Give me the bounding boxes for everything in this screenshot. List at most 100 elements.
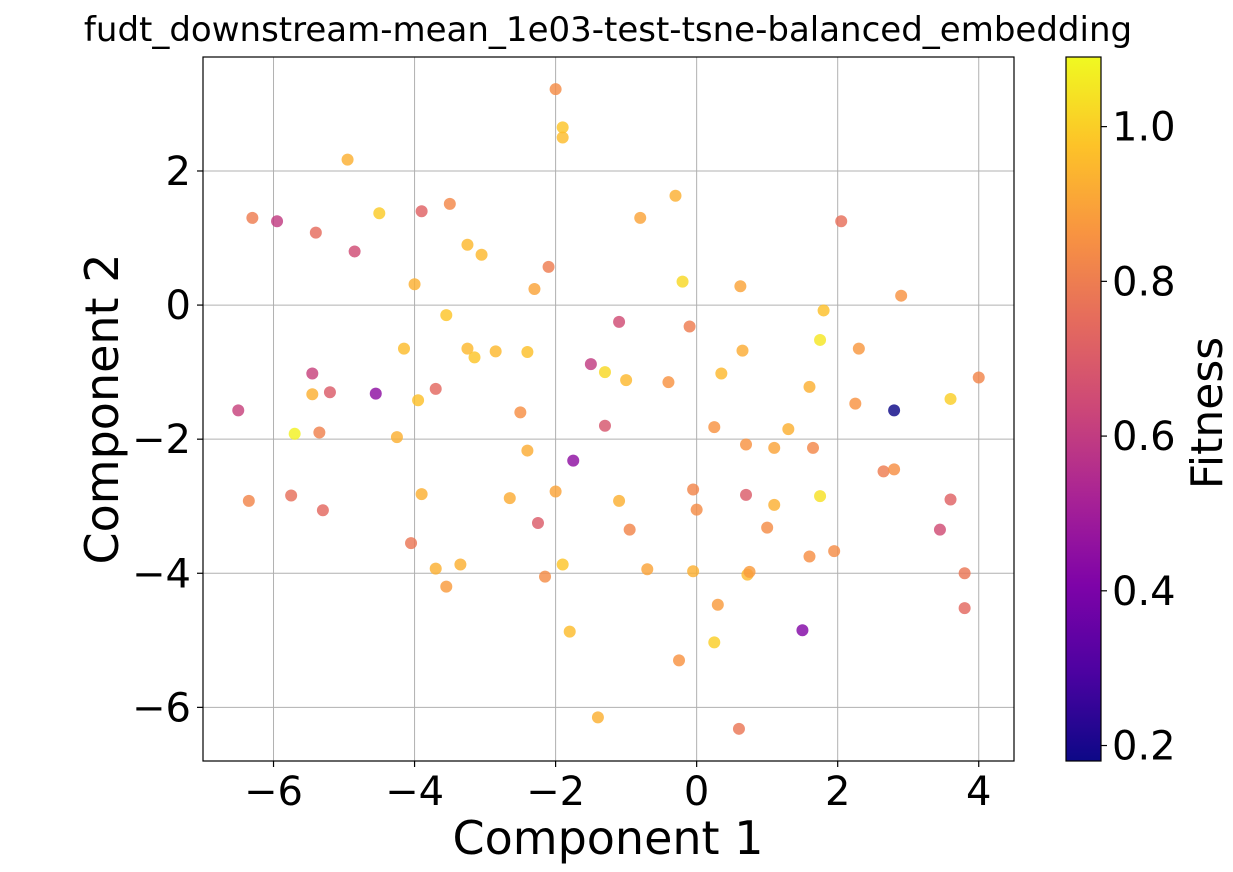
data-point	[563, 625, 576, 638]
data-point	[711, 598, 724, 611]
colorbar-ticks: 0.2 0.4 0.6 0.8 1.0	[1101, 105, 1176, 770]
colorbar-label: Fitness	[1182, 337, 1233, 489]
data-point	[503, 492, 516, 505]
data-point	[641, 563, 654, 576]
colorbar-tick-label: 1.0	[1112, 105, 1176, 151]
data-point	[676, 275, 689, 288]
data-point	[454, 558, 467, 571]
data-point	[440, 309, 453, 322]
data-point	[348, 245, 361, 258]
colorbar	[1065, 56, 1102, 762]
x-tick-label: −2	[526, 769, 585, 815]
data-point	[341, 153, 354, 166]
plot-area	[203, 57, 1014, 761]
data-point	[539, 570, 552, 583]
data-point	[412, 394, 425, 407]
data-point	[888, 463, 901, 476]
y-axis-label: Component 2	[75, 254, 129, 565]
data-point	[944, 392, 957, 405]
data-point	[440, 580, 453, 593]
data-point	[732, 722, 745, 735]
data-point	[598, 419, 611, 432]
data-point	[743, 565, 756, 578]
data-point	[271, 215, 284, 228]
chart-title: fudt_downstream-mean_1e03-test-tsne-bala…	[84, 10, 1132, 50]
x-tick-label: 4	[966, 769, 991, 815]
data-point	[429, 382, 442, 395]
data-point	[828, 545, 841, 558]
data-point	[373, 207, 386, 220]
data-point	[567, 454, 580, 467]
data-point	[531, 516, 544, 529]
data-point	[313, 426, 326, 439]
data-point	[489, 345, 502, 358]
data-point	[306, 388, 319, 401]
data-point	[687, 483, 700, 496]
data-point	[591, 711, 604, 724]
data-point	[888, 404, 901, 417]
colorbar-tick-label: 0.2	[1112, 724, 1176, 770]
data-point	[549, 83, 562, 96]
data-point	[877, 465, 890, 478]
data-point	[405, 537, 418, 550]
data-point	[542, 260, 555, 273]
x-axis-ticks: −6 −4 −2 0 2 4	[244, 761, 991, 815]
data-point	[782, 423, 795, 436]
data-point	[306, 367, 319, 380]
data-point	[708, 421, 721, 434]
data-point	[429, 562, 442, 575]
colorbar-tick-label: 0.6	[1112, 414, 1176, 460]
data-point	[369, 387, 382, 400]
data-point	[761, 521, 774, 534]
x-tick-label: −6	[244, 769, 303, 815]
data-point	[768, 441, 781, 454]
data-point	[390, 431, 403, 444]
data-point	[613, 494, 626, 507]
data-point	[736, 344, 749, 357]
data-point	[740, 488, 753, 501]
data-point	[895, 289, 908, 302]
data-point	[715, 367, 728, 380]
x-tick-label: −4	[385, 769, 444, 815]
data-point	[669, 189, 682, 202]
data-point	[807, 441, 820, 454]
data-point	[835, 215, 848, 228]
data-point	[461, 342, 474, 355]
data-point	[814, 333, 827, 346]
data-point	[734, 280, 747, 293]
data-point	[316, 504, 329, 517]
data-point	[415, 205, 428, 218]
data-point	[323, 386, 336, 399]
data-point	[972, 371, 985, 384]
data-point	[958, 567, 971, 580]
data-point	[584, 358, 597, 371]
data-point	[803, 380, 816, 393]
colorbar-tick-label: 0.4	[1112, 569, 1176, 615]
data-point	[521, 346, 534, 359]
data-point	[246, 211, 259, 224]
data-point	[475, 248, 488, 261]
data-point	[514, 406, 527, 419]
data-point	[740, 438, 753, 451]
data-point	[683, 320, 696, 333]
data-point	[443, 197, 456, 210]
y-axis-ticks: −6 −4 −2 0 2	[132, 149, 203, 731]
plot-frame	[202, 56, 1015, 762]
data-point	[528, 282, 541, 295]
data-point	[849, 397, 862, 410]
data-point	[598, 366, 611, 379]
data-point	[708, 636, 721, 649]
data-point	[242, 494, 255, 507]
data-point	[556, 558, 569, 571]
data-point	[817, 304, 830, 317]
data-point	[944, 493, 957, 506]
x-axis-label: Component 1	[453, 811, 764, 865]
data-point	[634, 211, 647, 224]
data-points	[232, 83, 985, 735]
data-point	[796, 624, 809, 637]
colorbar-tick-label: 0.8	[1112, 259, 1176, 305]
data-point	[620, 374, 633, 387]
data-point	[461, 238, 474, 251]
data-point	[852, 342, 865, 355]
data-point	[768, 498, 781, 511]
